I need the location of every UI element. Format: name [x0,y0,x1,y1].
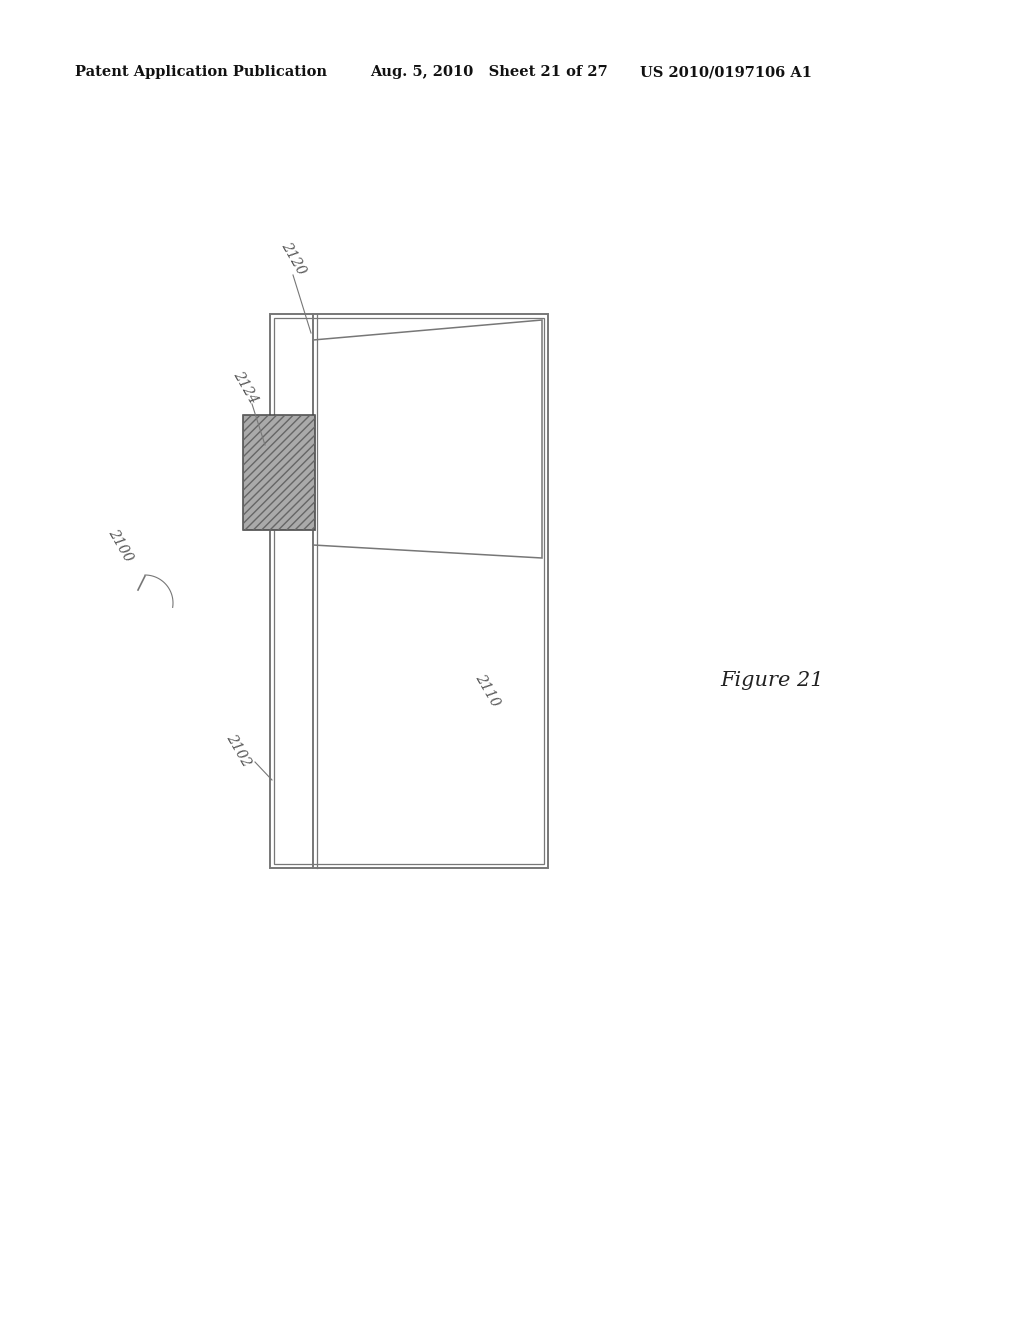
Text: 2110: 2110 [472,671,502,709]
Bar [274,318,544,865]
Text: 2112: 2112 [420,420,450,457]
Bar [243,414,315,531]
Text: 2102: 2102 [223,731,253,768]
Text: US 2010/0197106 A1: US 2010/0197106 A1 [640,65,812,79]
Text: Figure 21: Figure 21 [720,671,823,689]
Text: 2120: 2120 [279,239,308,277]
Bar [243,414,315,531]
Text: 2124: 2124 [230,368,260,405]
Polygon shape [313,319,542,558]
Bar [270,314,548,869]
Text: Patent Application Publication: Patent Application Publication [75,65,327,79]
Text: 2100: 2100 [105,527,135,564]
Text: Aug. 5, 2010   Sheet 21 of 27: Aug. 5, 2010 Sheet 21 of 27 [370,65,608,79]
